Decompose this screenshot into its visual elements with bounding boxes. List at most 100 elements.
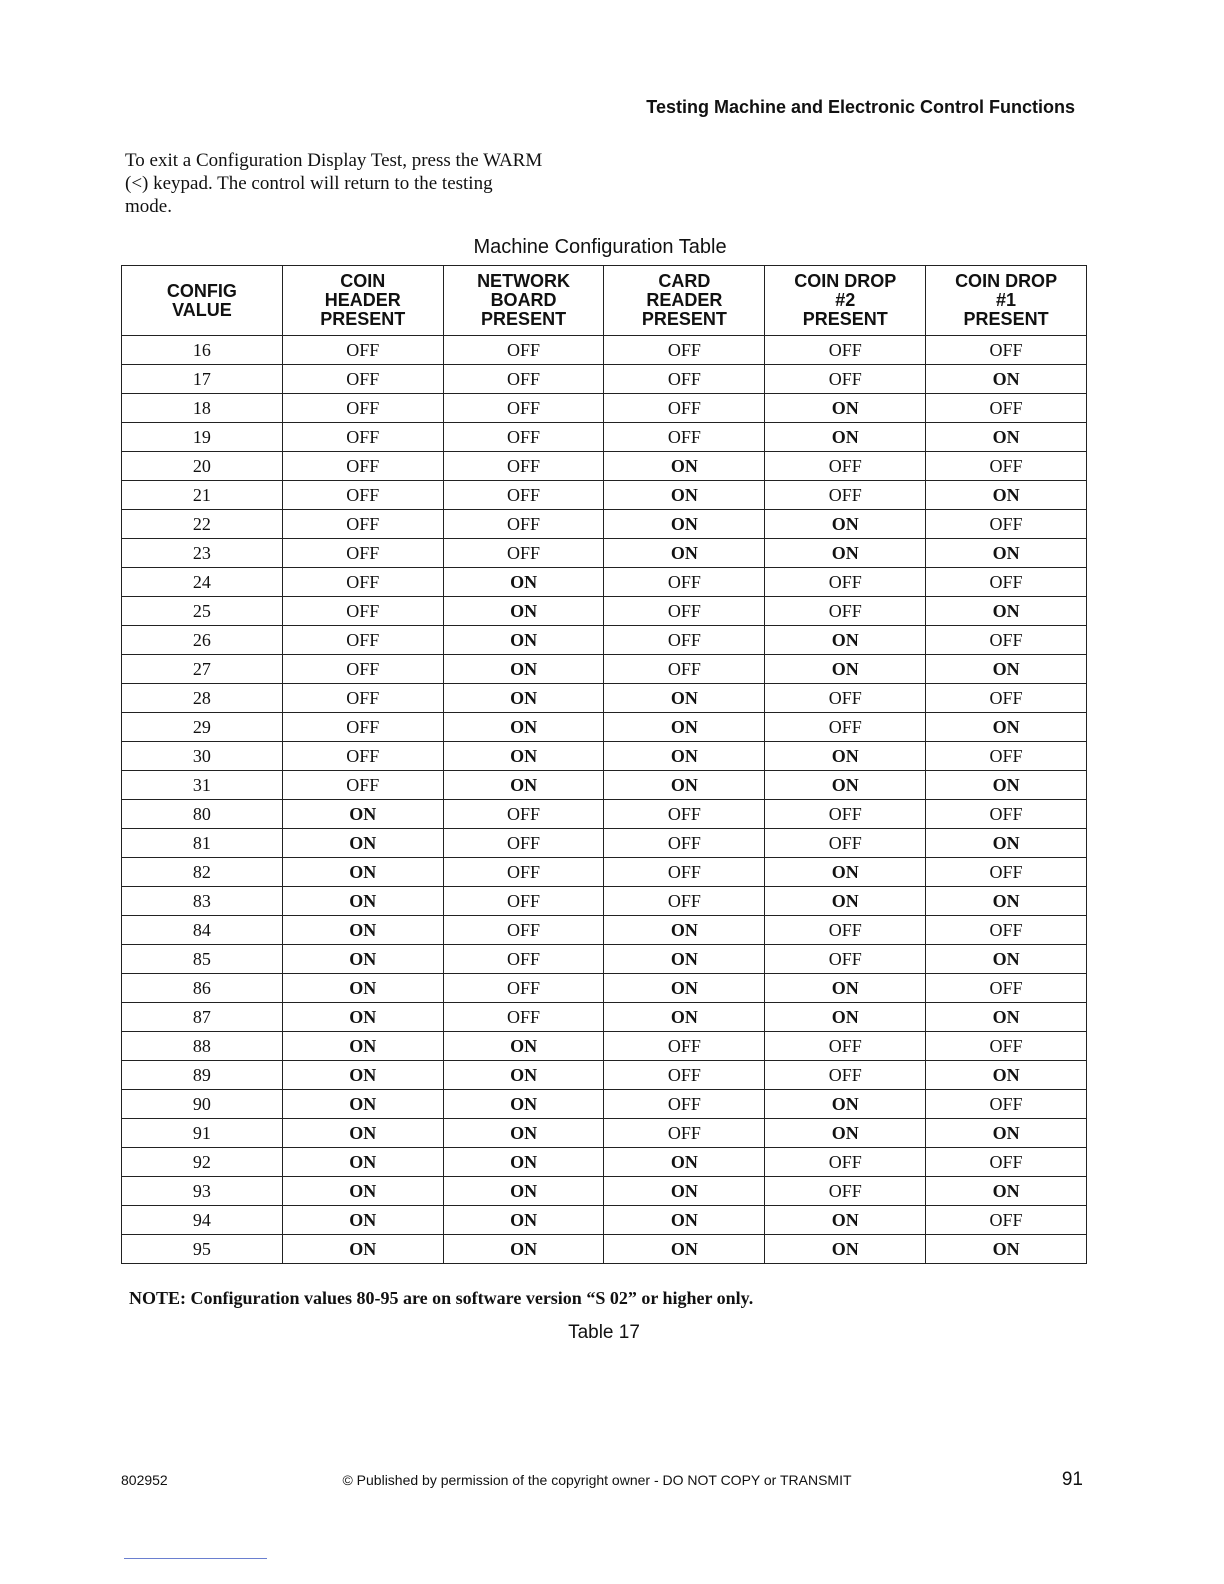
status-cell: OFF [764,567,927,597]
status-cell: ON [281,1089,444,1119]
status-cell: OFF [764,683,927,713]
table-row: 26 OFF ON OFF ON OFF [121,625,1087,655]
status-cell: OFF [281,393,444,423]
table-row: 94 ON ON ON ON OFF [121,1205,1087,1235]
status-cell: OFF [281,480,444,510]
status-cell: ON [603,712,766,742]
status-cell: OFF [603,799,766,829]
column-header: COIN DROP #2 PRESENT [764,265,927,336]
status-cell: ON [764,1002,927,1032]
table-row: 92 ON ON ON OFF OFF [121,1147,1087,1177]
header-line: PRESENT [641,309,727,329]
config-value: 85 [121,944,283,974]
status-cell: ON [764,1234,927,1264]
status-cell: OFF [925,973,1087,1003]
status-cell: OFF [764,828,927,858]
header-line: COIN DROP [955,271,1058,291]
header-line: #2 [835,290,856,310]
status-cell: ON [442,1031,605,1061]
status-cell: OFF [442,480,605,510]
intro-line: (<) keypad. The control will return to t… [125,173,493,194]
status-cell: ON [442,567,605,597]
table-row: 25 OFF ON OFF OFF ON [121,596,1087,626]
intro-line: mode. [125,196,172,217]
config-value: 91 [121,1118,283,1148]
status-cell: ON [925,1060,1087,1090]
status-cell: ON [281,1205,444,1235]
status-cell: ON [925,944,1087,974]
table-row: 82 ON OFF OFF ON OFF [121,857,1087,887]
status-cell: ON [764,741,927,771]
status-cell: OFF [925,393,1087,423]
header-line: PRESENT [802,309,888,329]
status-cell: ON [442,625,605,655]
table-row: 23 OFF OFF ON ON ON [121,538,1087,568]
status-cell: OFF [281,422,444,452]
config-value: 31 [121,770,283,800]
status-cell: ON [925,480,1087,510]
header-line: READER [646,290,723,310]
status-cell: ON [281,1060,444,1090]
header-line: PRESENT [481,309,567,329]
config-value: 29 [121,712,283,742]
status-cell: ON [442,1089,605,1119]
table-row: 85 ON OFF ON OFF ON [121,944,1087,974]
status-cell: ON [925,364,1087,394]
status-cell: ON [925,1176,1087,1206]
status-cell: ON [442,741,605,771]
status-cell: OFF [442,335,605,365]
status-cell: ON [442,1147,605,1177]
header-line: CONFIG [166,280,237,301]
config-value: 26 [121,625,283,655]
table-row: 86 ON OFF ON ON OFF [121,973,1087,1003]
status-cell: ON [442,596,605,626]
status-cell: ON [442,1234,605,1264]
status-cell: OFF [442,422,605,452]
status-cell: ON [281,1118,444,1148]
status-cell: ON [603,509,766,539]
status-cell: ON [603,538,766,568]
status-cell: OFF [764,1147,927,1177]
page-number: 91 [1061,1469,1083,1490]
status-cell: ON [925,770,1087,800]
config-value: 20 [121,451,283,481]
status-cell: ON [925,712,1087,742]
column-header: CARD READER PRESENT [603,265,766,336]
status-cell: ON [764,509,927,539]
table-row: 88 ON ON OFF OFF OFF [121,1031,1087,1061]
status-cell: ON [764,1118,927,1148]
status-cell: ON [442,770,605,800]
status-cell: OFF [603,857,766,887]
status-cell: ON [603,915,766,945]
status-cell: ON [925,828,1087,858]
config-value: 95 [121,1234,283,1264]
status-cell: OFF [925,1031,1087,1061]
status-cell: ON [281,1002,444,1032]
status-cell: OFF [442,509,605,539]
header-line: NETWORK [477,271,571,291]
status-cell: ON [603,741,766,771]
column-header: NETWORK BOARD PRESENT [442,265,605,336]
doc-number: 802952 [121,1472,168,1488]
status-cell: ON [925,886,1087,916]
status-cell: OFF [442,393,605,423]
status-cell: OFF [442,799,605,829]
table-row: 21 OFF OFF ON OFF ON [121,480,1087,510]
status-cell: OFF [603,886,766,916]
status-cell: OFF [603,1118,766,1148]
config-value: 24 [121,567,283,597]
header-line: COIN [340,271,386,291]
status-cell: ON [442,1118,605,1148]
status-cell: OFF [764,915,927,945]
status-cell: OFF [764,364,927,394]
table-caption: Table 17 [568,1322,640,1343]
table-row: 31 OFF ON ON ON ON [121,770,1087,800]
status-cell: OFF [281,509,444,539]
header-line: COIN DROP [794,271,897,291]
table-row: 29 OFF ON ON OFF ON [121,712,1087,742]
status-cell: OFF [925,567,1087,597]
intro-paragraph: To exit a Configuration Display Test, pr… [125,149,542,218]
header-line: PRESENT [320,309,406,329]
status-cell: ON [603,770,766,800]
